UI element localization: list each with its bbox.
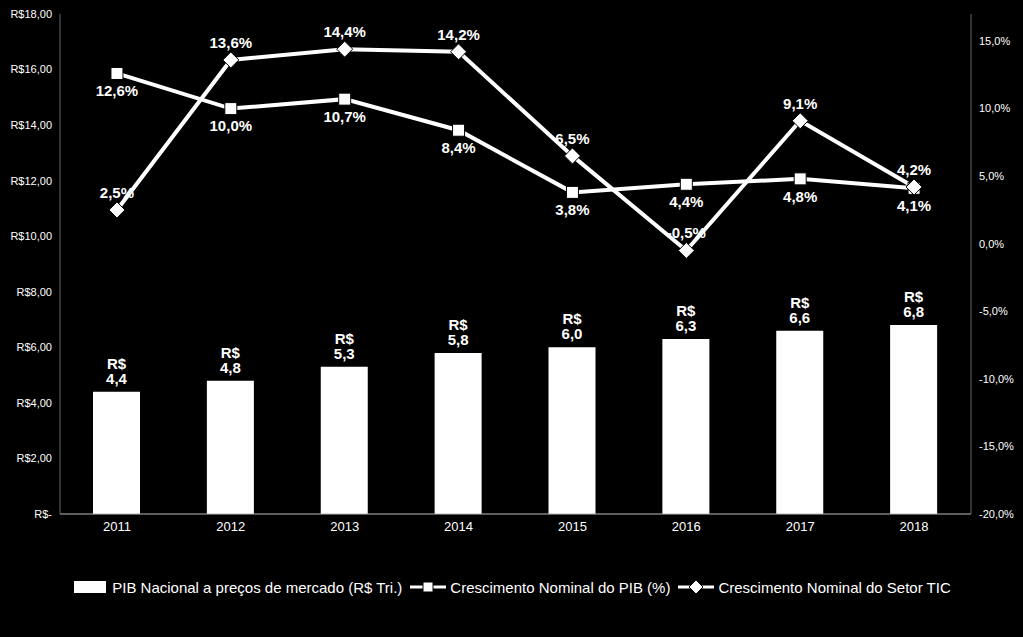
- svg-text:5,0%: 5,0%: [979, 170, 1004, 182]
- svg-text:R$16,00: R$16,00: [10, 63, 52, 75]
- svg-text:2013: 2013: [330, 519, 359, 534]
- svg-text:12,6%: 12,6%: [96, 82, 139, 99]
- svg-text:4,1%: 4,1%: [897, 197, 931, 214]
- html-text:PIB Nacional a preços de merca: PIB Nacional a preços de mercado (R$ Tri…: [112, 578, 403, 596]
- svg-text:2016: 2016: [672, 519, 701, 534]
- svg-text:R$4,00: R$4,00: [17, 397, 52, 409]
- svg-text:2,5%: 2,5%: [100, 184, 134, 201]
- svg-text:0,0%: 0,0%: [979, 238, 1004, 250]
- svg-text:3,8%: 3,8%: [555, 201, 589, 218]
- svg-text:2014: 2014: [444, 519, 473, 534]
- svg-text:-10,0%: -10,0%: [979, 373, 1014, 385]
- svg-text:2012: 2012: [216, 519, 245, 534]
- svg-text:-5,0%: -5,0%: [979, 305, 1008, 317]
- svg-text:R$6,3: R$6,3: [675, 302, 696, 334]
- svg-text:R$6,0: R$6,0: [562, 310, 583, 342]
- svg-text:R$10,00: R$10,00: [10, 230, 52, 242]
- svg-text:8,4%: 8,4%: [441, 139, 475, 156]
- svg-text:10,7%: 10,7%: [323, 108, 366, 125]
- svg-text:R$12,00: R$12,00: [10, 175, 52, 187]
- svg-text:R$2,00: R$2,00: [17, 452, 52, 464]
- svg-text:R$-: R$-: [34, 508, 52, 520]
- svg-text:R$5,3: R$5,3: [334, 330, 355, 362]
- svg-text:R$6,6: R$6,6: [789, 294, 810, 326]
- svg-text:R$5,8: R$5,8: [448, 316, 469, 348]
- svg-text:9,1%: 9,1%: [783, 95, 817, 112]
- svg-text:4,2%: 4,2%: [897, 161, 931, 178]
- svg-text:4,8%: 4,8%: [783, 188, 817, 205]
- svg-text:R$14,00: R$14,00: [10, 119, 52, 131]
- svg-text:R$6,8: R$6,8: [903, 288, 924, 320]
- svg-text:R$6,00: R$6,00: [17, 341, 52, 353]
- svg-text:2015: 2015: [558, 519, 587, 534]
- svg-text:15,0%: 15,0%: [979, 35, 1010, 47]
- svg-text:R$4,8: R$4,8: [220, 344, 241, 376]
- svg-text:2011: 2011: [103, 519, 131, 534]
- html-text:Crescimento Nominal do Setor T: Crescimento Nominal do Setor TIC: [718, 578, 951, 596]
- svg-text:14,4%: 14,4%: [323, 23, 366, 40]
- svg-text:-0,5%: -0,5%: [667, 224, 706, 241]
- svg-text:13,6%: 13,6%: [210, 34, 253, 51]
- svg-text:10,0%: 10,0%: [210, 117, 253, 134]
- html-text:Crescimento Nominal do PIB (%): Crescimento Nominal do PIB (%): [450, 578, 671, 596]
- svg-text:2017: 2017: [786, 519, 815, 534]
- svg-text:10,0%: 10,0%: [979, 102, 1010, 114]
- svg-text:-20,0%: -20,0%: [979, 508, 1014, 520]
- svg-text:-15,0%: -15,0%: [979, 440, 1014, 452]
- svg-text:R$18,00: R$18,00: [10, 8, 52, 20]
- svg-text:14,2%: 14,2%: [437, 26, 480, 43]
- svg-text:R$8,00: R$8,00: [17, 286, 52, 298]
- svg-text:2018: 2018: [900, 519, 929, 534]
- svg-text:4,4%: 4,4%: [669, 193, 703, 210]
- svg-text:6,5%: 6,5%: [555, 130, 589, 147]
- svg-text:R$4,4: R$4,4: [106, 355, 128, 387]
